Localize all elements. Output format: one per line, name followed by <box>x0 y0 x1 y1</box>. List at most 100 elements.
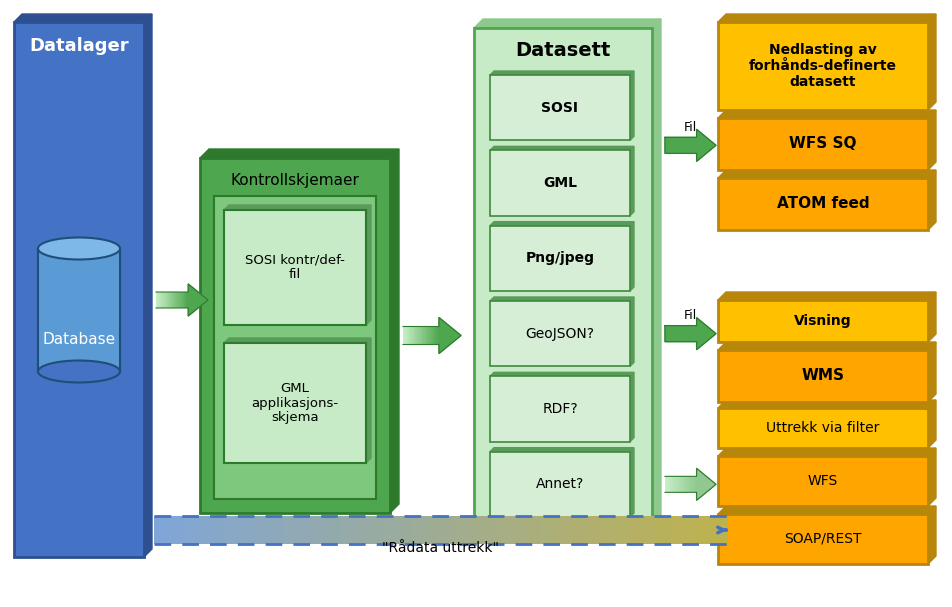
Polygon shape <box>188 284 208 316</box>
Polygon shape <box>197 516 211 544</box>
Text: SOAP/REST: SOAP/REST <box>784 532 862 546</box>
Polygon shape <box>419 327 420 345</box>
Polygon shape <box>415 327 416 345</box>
Bar <box>718 178 928 230</box>
Text: GML
applikasjons-
skjema: GML applikasjons- skjema <box>251 382 339 424</box>
Polygon shape <box>181 292 182 308</box>
Polygon shape <box>686 476 687 492</box>
Polygon shape <box>425 327 426 345</box>
Polygon shape <box>438 327 439 345</box>
Polygon shape <box>688 476 689 492</box>
Polygon shape <box>159 292 160 308</box>
Polygon shape <box>673 476 674 492</box>
Bar <box>38 248 120 371</box>
Polygon shape <box>490 146 634 151</box>
Bar <box>214 196 376 499</box>
Polygon shape <box>437 327 438 345</box>
Polygon shape <box>693 476 695 492</box>
Polygon shape <box>928 292 936 342</box>
Polygon shape <box>424 327 425 345</box>
Polygon shape <box>433 327 434 345</box>
Bar <box>718 22 928 110</box>
Polygon shape <box>156 292 157 308</box>
Polygon shape <box>183 292 184 308</box>
Text: Annet?: Annet? <box>536 477 585 491</box>
Polygon shape <box>283 516 297 544</box>
Text: Png/jpeg: Png/jpeg <box>526 251 594 265</box>
Polygon shape <box>678 476 679 492</box>
Polygon shape <box>184 292 185 308</box>
Polygon shape <box>168 292 169 308</box>
Polygon shape <box>490 222 634 226</box>
Polygon shape <box>384 516 398 544</box>
Polygon shape <box>683 476 684 492</box>
Polygon shape <box>426 516 441 544</box>
Text: Nedlasting av
forhånds-definerte
datasett: Nedlasting av forhånds-definerte dataset… <box>749 43 897 89</box>
Polygon shape <box>406 327 407 345</box>
Bar <box>718 408 928 448</box>
Polygon shape <box>154 516 169 544</box>
Polygon shape <box>174 292 175 308</box>
Polygon shape <box>542 516 556 544</box>
Polygon shape <box>341 516 355 544</box>
Text: SOSI: SOSI <box>542 101 579 115</box>
Text: SOSI kontr/def-
fil: SOSI kontr/def- fil <box>245 254 345 282</box>
Bar <box>490 452 630 517</box>
Polygon shape <box>165 292 166 308</box>
Polygon shape <box>268 516 283 544</box>
Polygon shape <box>490 448 634 452</box>
Polygon shape <box>672 476 673 492</box>
Polygon shape <box>687 476 688 492</box>
Polygon shape <box>665 129 716 161</box>
Polygon shape <box>652 19 661 528</box>
Bar <box>490 301 630 367</box>
Text: Kontrollskjemaer: Kontrollskjemaer <box>230 172 360 188</box>
Polygon shape <box>224 338 371 343</box>
Bar <box>718 514 928 564</box>
Polygon shape <box>585 516 599 544</box>
Polygon shape <box>412 516 426 544</box>
Polygon shape <box>599 516 613 544</box>
Text: Uttrekk via filter: Uttrekk via filter <box>766 421 880 435</box>
Polygon shape <box>484 516 499 544</box>
Polygon shape <box>366 205 371 325</box>
Polygon shape <box>928 506 936 564</box>
Text: Fil: Fil <box>684 121 697 134</box>
Polygon shape <box>417 327 419 345</box>
Polygon shape <box>670 516 684 544</box>
Polygon shape <box>718 448 936 456</box>
Ellipse shape <box>38 361 120 382</box>
Polygon shape <box>224 205 371 210</box>
Polygon shape <box>172 292 173 308</box>
Text: RDF?: RDF? <box>543 402 578 416</box>
Polygon shape <box>171 292 172 308</box>
Text: WFS SQ: WFS SQ <box>789 137 857 152</box>
Bar <box>224 343 366 463</box>
Polygon shape <box>692 476 693 492</box>
Polygon shape <box>718 170 936 178</box>
Polygon shape <box>14 14 152 22</box>
Polygon shape <box>185 292 186 308</box>
Polygon shape <box>312 516 327 544</box>
Text: Datalager: Datalager <box>30 37 129 55</box>
Polygon shape <box>684 516 700 544</box>
Polygon shape <box>656 516 670 544</box>
Polygon shape <box>527 516 542 544</box>
Polygon shape <box>667 476 668 492</box>
Polygon shape <box>613 516 627 544</box>
Polygon shape <box>162 292 163 308</box>
Polygon shape <box>928 110 936 170</box>
Polygon shape <box>226 516 240 544</box>
Polygon shape <box>718 14 936 22</box>
Polygon shape <box>432 327 433 345</box>
Polygon shape <box>427 327 428 345</box>
Polygon shape <box>513 516 527 544</box>
Bar <box>14 22 144 557</box>
Polygon shape <box>144 14 152 557</box>
Polygon shape <box>434 327 435 345</box>
Polygon shape <box>170 292 171 308</box>
Polygon shape <box>200 149 399 158</box>
Bar <box>224 210 366 325</box>
Polygon shape <box>718 400 936 408</box>
Polygon shape <box>182 292 183 308</box>
